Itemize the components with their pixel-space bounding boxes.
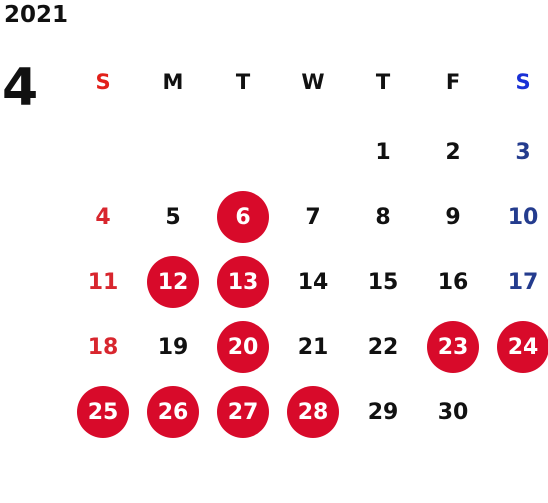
- calendar-day: 1: [348, 120, 418, 184]
- calendar-day: 15: [348, 250, 418, 314]
- calendar-day: 11: [68, 250, 138, 314]
- day-number: 5: [165, 204, 181, 230]
- day-number: 30: [437, 399, 469, 425]
- day-number: 2: [445, 139, 461, 165]
- calendar-day: 4: [68, 185, 138, 249]
- calendar-day-highlighted: 13: [208, 250, 278, 314]
- year-label: 2021: [4, 2, 69, 28]
- calendar-day-highlighted: 27: [208, 380, 278, 444]
- calendar-day: 29: [348, 380, 418, 444]
- day-number: 8: [375, 204, 391, 230]
- calendar-day: 30: [418, 380, 488, 444]
- day-number: 6: [217, 191, 269, 243]
- weekday-header: T: [235, 70, 251, 94]
- calendar-day-highlighted: 26: [138, 380, 208, 444]
- day-number: 29: [367, 399, 399, 425]
- day-number: 27: [217, 386, 269, 438]
- calendar-day: 19: [138, 315, 208, 379]
- day-number: 14: [297, 269, 329, 295]
- calendar-day: 18: [68, 315, 138, 379]
- calendar-day: 17: [488, 250, 548, 314]
- weekday-header: S: [515, 70, 531, 94]
- month-label: 4: [2, 58, 39, 118]
- day-number: 7: [305, 204, 321, 230]
- calendar-day-highlighted: 12: [138, 250, 208, 314]
- day-number: 19: [157, 334, 189, 360]
- day-number: 15: [367, 269, 399, 295]
- calendar-day: 2: [418, 120, 488, 184]
- day-number: 20: [217, 321, 269, 373]
- calendar-day: 21: [278, 315, 348, 379]
- weekday-header: F: [445, 70, 461, 94]
- calendar-day: 22: [348, 315, 418, 379]
- calendar-day-highlighted: 23: [418, 315, 488, 379]
- calendar-day-highlighted: 20: [208, 315, 278, 379]
- day-number: 22: [367, 334, 399, 360]
- calendar-day: 7: [278, 185, 348, 249]
- calendar-day: 10: [488, 185, 548, 249]
- day-number: 3: [515, 139, 531, 165]
- day-number: 24: [497, 321, 548, 373]
- day-number: 10: [507, 204, 539, 230]
- day-number: 4: [95, 204, 111, 230]
- weekday-header: W: [301, 70, 325, 94]
- day-number: 16: [437, 269, 469, 295]
- calendar-day: 5: [138, 185, 208, 249]
- day-number: 11: [87, 269, 119, 295]
- day-number: 25: [77, 386, 129, 438]
- calendar-day-highlighted: 25: [68, 380, 138, 444]
- calendar-day: 8: [348, 185, 418, 249]
- calendar-day: 14: [278, 250, 348, 314]
- day-number: 13: [217, 256, 269, 308]
- calendar-day: 3: [488, 120, 548, 184]
- day-number: 26: [147, 386, 199, 438]
- weekday-header: T: [375, 70, 391, 94]
- day-number: 21: [297, 334, 329, 360]
- day-number: 1: [375, 139, 391, 165]
- calendar-grid: S M T W T F S 1 2 3 4 5 6 7 8 9 10 11 12 13 14 15 16 17 18 19 20 21…: [68, 50, 548, 470]
- calendar-day-highlighted: 6: [208, 185, 278, 249]
- calendar-day: 9: [418, 185, 488, 249]
- weekday-header: M: [162, 70, 184, 94]
- day-number: 17: [507, 269, 539, 295]
- weekday-header: S: [95, 70, 111, 94]
- calendar-day-highlighted: 28: [278, 380, 348, 444]
- day-number: 23: [427, 321, 479, 373]
- day-number: 12: [147, 256, 199, 308]
- day-number: 18: [87, 334, 119, 360]
- day-number: 28: [287, 386, 339, 438]
- calendar-day: 16: [418, 250, 488, 314]
- day-number: 9: [445, 204, 461, 230]
- calendar-day-highlighted: 24: [488, 315, 548, 379]
